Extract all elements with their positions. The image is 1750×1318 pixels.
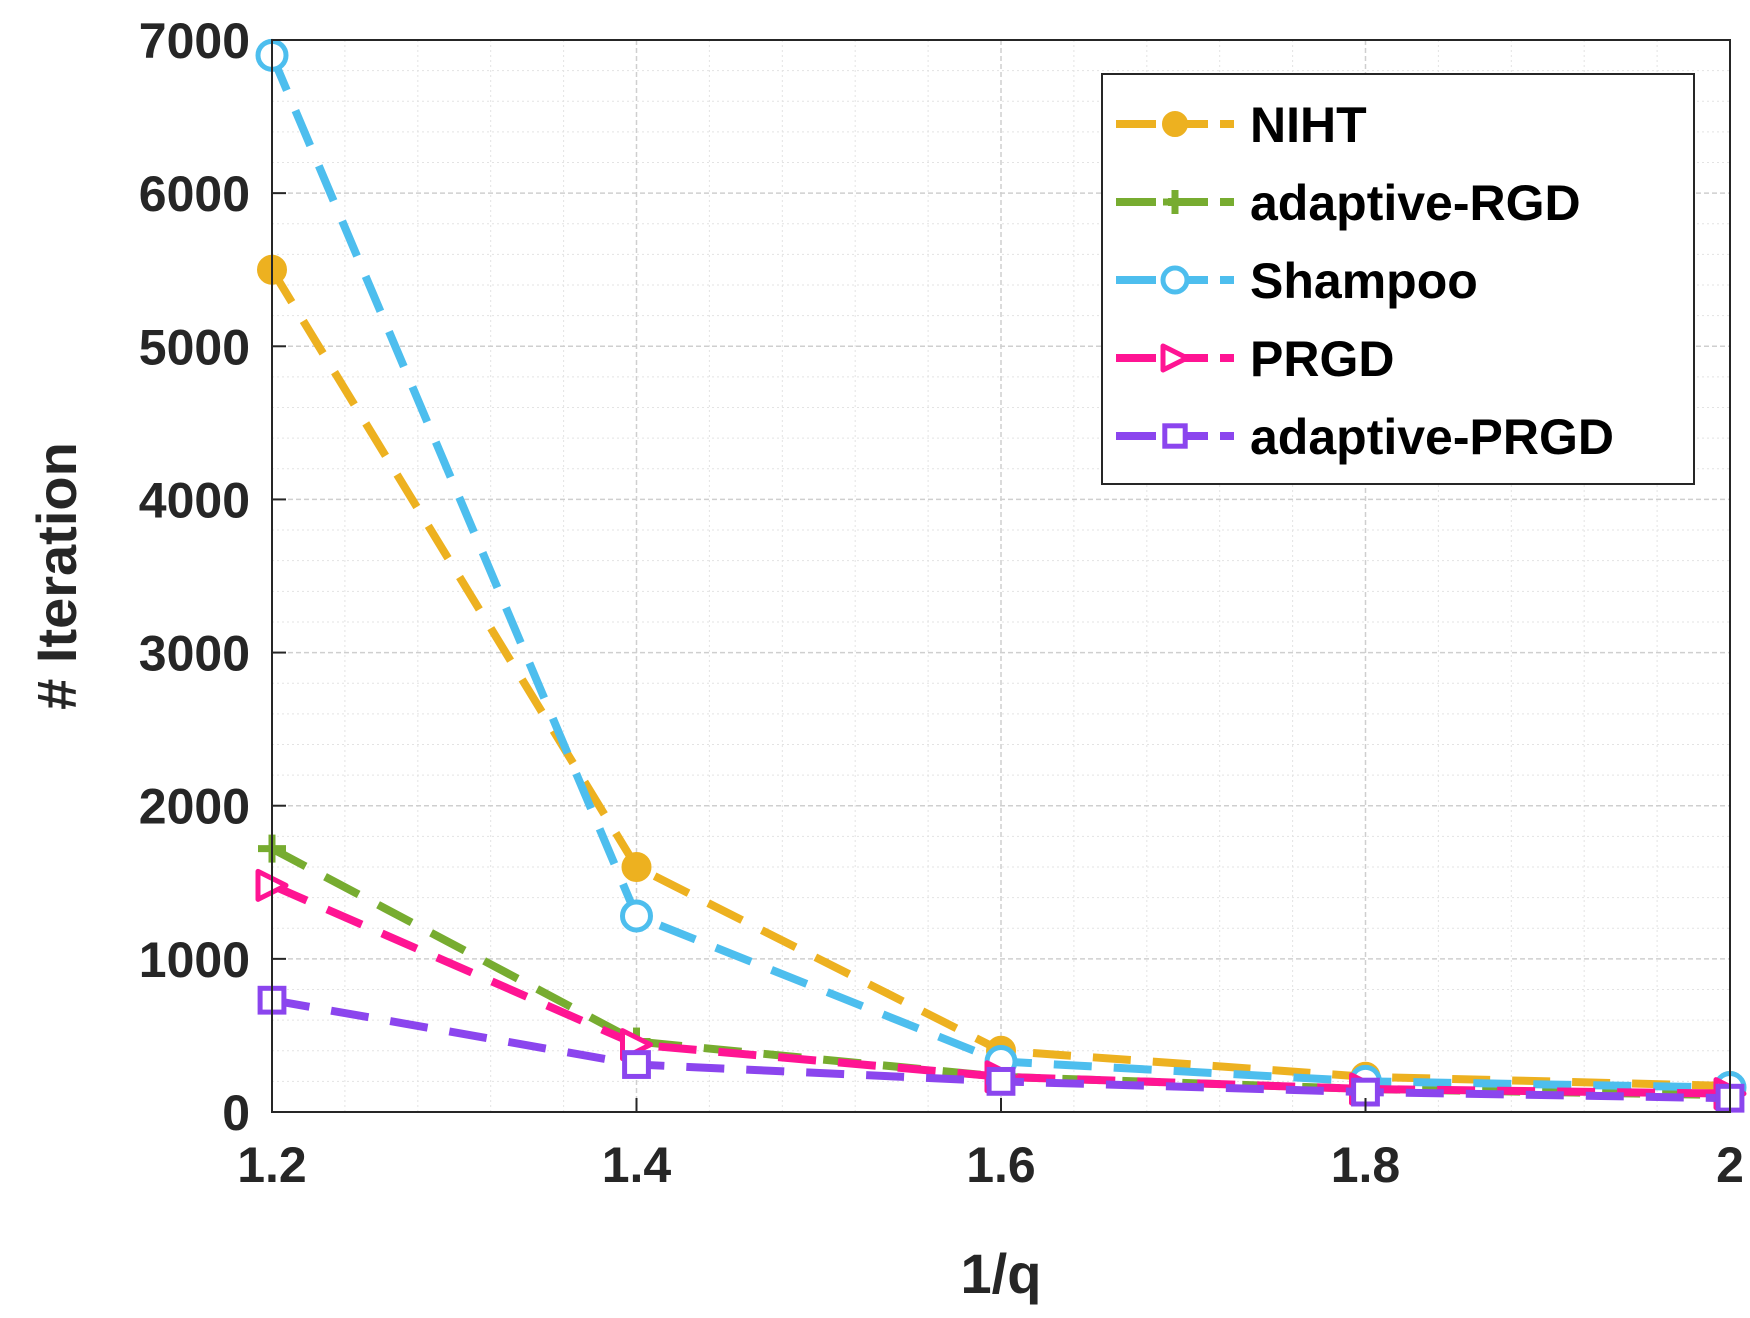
series-line-prgd bbox=[270, 881, 1731, 1098]
y-tick-label: 0 bbox=[222, 1085, 250, 1141]
y-axis-label: # Iteration bbox=[25, 442, 88, 710]
legend-entry-prgd: PRGD bbox=[1116, 331, 1394, 387]
legend-label-prgd: PRGD bbox=[1250, 331, 1394, 387]
x-tick-label: 1.2 bbox=[237, 1137, 307, 1193]
y-tick-label: 5000 bbox=[139, 319, 250, 375]
y-tick-label: 7000 bbox=[139, 13, 250, 69]
legend-marker-prgd bbox=[1160, 343, 1190, 373]
data-point-adaptive-prgd bbox=[986, 1066, 1016, 1096]
legend-label-shampoo: Shampoo bbox=[1250, 253, 1478, 309]
legend-entry-shampoo: Shampoo bbox=[1116, 253, 1478, 309]
legend: NIHT adaptive-RGD Shampoo PRGD adaptive-PRGD bbox=[1101, 73, 1695, 485]
x-axis-ticks: 1.2 1.4 1.6 1.8 2 bbox=[237, 1098, 1744, 1193]
x-axis-label: 1/q bbox=[961, 1242, 1042, 1305]
legend-label-adaptive-prgd: adaptive-PRGD bbox=[1250, 409, 1614, 465]
x-tick-label: 2 bbox=[1716, 1137, 1744, 1193]
x-tick-label: 1.6 bbox=[966, 1137, 1036, 1193]
y-tick-label: 4000 bbox=[139, 472, 250, 528]
legend-marker-adaptive-prgd bbox=[1162, 423, 1188, 449]
data-point-adaptive-prgd bbox=[622, 1050, 651, 1079]
legend-marker-niht bbox=[1162, 111, 1188, 137]
x-tick-label: 1.8 bbox=[1331, 1137, 1401, 1193]
legend-label-niht: NIHT bbox=[1250, 97, 1367, 153]
y-axis-ticks: 0 1000 2000 3000 4000 5000 6000 7000 bbox=[139, 13, 286, 1141]
data-point-shampoo bbox=[620, 899, 653, 933]
data-point-niht bbox=[621, 851, 652, 882]
legend-entry-adaptive-prgd: adaptive-PRGD bbox=[1116, 409, 1614, 465]
legend-label-adaptive-rgd: adaptive-RGD bbox=[1250, 175, 1581, 231]
legend-entry-niht: NIHT bbox=[1116, 97, 1367, 153]
y-tick-label: 1000 bbox=[139, 932, 250, 988]
legend-marker-adaptive-rgd bbox=[1163, 190, 1187, 214]
y-tick-label: 3000 bbox=[139, 626, 250, 682]
legend-marker-shampoo bbox=[1160, 265, 1190, 295]
y-tick-label: 6000 bbox=[139, 166, 250, 222]
x-tick-label: 1.4 bbox=[602, 1137, 672, 1193]
y-tick-label: 2000 bbox=[139, 779, 250, 835]
legend-entry-adaptive-rgd: adaptive-RGD bbox=[1116, 175, 1581, 231]
series-group bbox=[255, 38, 1747, 1113]
